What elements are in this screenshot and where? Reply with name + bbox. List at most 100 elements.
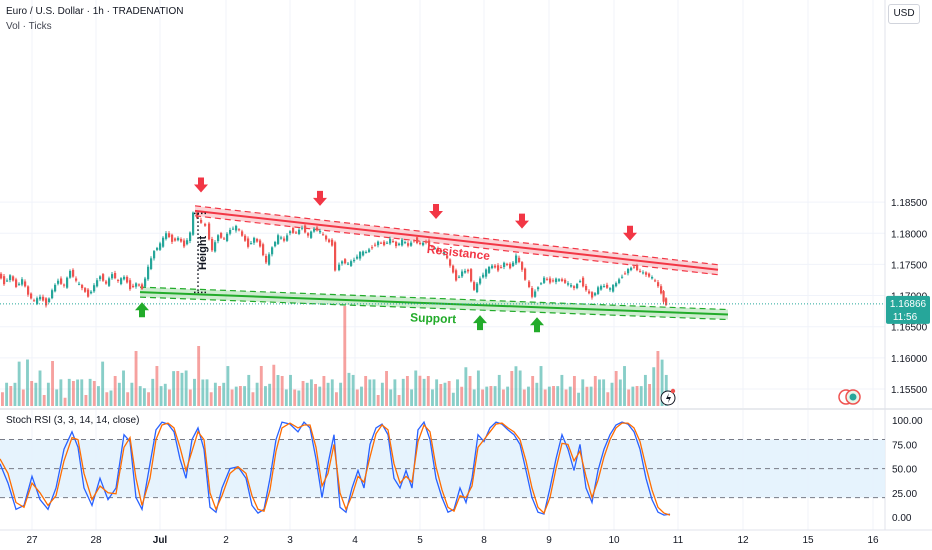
candle-body — [87, 289, 90, 297]
candle-body — [156, 247, 159, 250]
stoch-rsi-d-line — [0, 422, 671, 516]
volume-bar — [76, 379, 80, 406]
price-tick-label: 1.18500 — [891, 198, 928, 209]
currency-button[interactable]: USD — [888, 4, 920, 24]
candle-body — [316, 227, 319, 231]
candle-body — [500, 267, 503, 269]
volume-bar — [176, 371, 180, 406]
candle-body — [434, 248, 437, 250]
stoch-rsi-tick-label: 50.00 — [892, 465, 917, 476]
volume-bar — [301, 381, 305, 406]
volume-bar — [234, 386, 238, 406]
up-arrow-icon — [530, 317, 544, 333]
candle-body — [413, 240, 416, 242]
volume-bar — [38, 370, 42, 406]
candle-body — [540, 283, 543, 285]
volume-bar — [618, 379, 622, 406]
volume-bar — [63, 397, 67, 406]
candle-body — [633, 266, 636, 268]
candle-body — [509, 263, 512, 269]
volume-bar — [34, 382, 38, 406]
candle-body — [141, 284, 144, 289]
candle-body — [63, 284, 66, 286]
candle-body — [615, 283, 618, 287]
volume-bar — [656, 351, 660, 406]
candle-body — [350, 261, 353, 266]
candle-body — [636, 265, 639, 271]
candle-body — [180, 238, 183, 242]
candle-body — [12, 276, 15, 281]
candle-body — [531, 288, 534, 297]
candle-body — [334, 242, 337, 271]
volume-bar — [502, 389, 505, 406]
volume-bar — [564, 389, 568, 406]
candle-body — [512, 262, 515, 267]
up-arrow-icon — [473, 315, 487, 331]
volume-label[interactable]: Vol · Ticks — [6, 21, 52, 32]
candle-body — [331, 239, 334, 246]
candle-body — [359, 252, 362, 259]
volume-bar — [439, 384, 443, 406]
candle-body — [21, 279, 24, 285]
candle-body — [153, 251, 156, 259]
volume-bar — [443, 382, 447, 406]
volume-bar — [535, 382, 539, 406]
candle-body — [45, 298, 48, 306]
candle-body — [93, 285, 96, 292]
price-candles — [0, 210, 885, 308]
volume-bar — [506, 386, 510, 406]
volume-bar — [230, 389, 234, 406]
candle-body — [347, 263, 350, 265]
candle-body — [223, 238, 226, 240]
candle-body — [503, 262, 506, 268]
candle-body — [609, 288, 612, 290]
candle-body — [383, 241, 386, 246]
volume-bar — [67, 378, 71, 406]
candle-body — [196, 212, 199, 219]
candle-body — [630, 267, 633, 271]
candle-body — [419, 242, 422, 245]
volume-bar — [222, 382, 226, 406]
volume-bar — [410, 389, 414, 406]
volume-bar — [21, 389, 25, 406]
candle-body — [377, 241, 380, 246]
candle-body — [582, 277, 585, 287]
volume-bar — [1, 392, 4, 406]
volume-bar — [284, 389, 288, 406]
candle-body — [292, 227, 295, 233]
volume-bar — [293, 389, 297, 406]
candle-body — [368, 249, 371, 252]
volume-bar — [326, 382, 330, 406]
symbol-title: Euro / U.S. Dollar · 1h · TRADENATION — [6, 6, 184, 17]
candle-body — [78, 283, 81, 285]
volume-bar — [159, 386, 163, 406]
candle-body — [365, 251, 368, 253]
candle-body — [165, 233, 168, 239]
volume-bar — [264, 386, 267, 406]
volume-bar — [552, 386, 555, 406]
volume-bar — [639, 386, 643, 406]
volume-bar — [213, 382, 217, 406]
volume-bar — [80, 379, 84, 406]
volume-bar — [201, 379, 205, 406]
volume-bar — [660, 359, 664, 406]
time-tick-label: 3 — [287, 535, 293, 546]
candle-body — [51, 290, 54, 299]
candle-body — [597, 287, 600, 294]
candle-body — [392, 240, 395, 242]
volume-bar — [289, 374, 292, 406]
candle-body — [27, 286, 30, 295]
candle-body — [295, 232, 298, 234]
axes: 1.185001.180001.175001.170001.165001.160… — [26, 198, 927, 546]
stoch-rsi-label[interactable]: Stoch RSI (3, 3, 14, 14, close) — [6, 415, 140, 426]
lightning-icon — [666, 393, 671, 403]
volume-bar — [460, 386, 464, 406]
volume-bar — [635, 386, 639, 406]
volume-bar — [251, 392, 255, 406]
candle-body — [171, 234, 174, 242]
price-tick-label: 1.18000 — [891, 229, 928, 240]
volume-bar — [318, 386, 322, 406]
candle-body — [467, 269, 470, 272]
support-line — [139, 291, 729, 316]
candle-body — [422, 242, 425, 246]
